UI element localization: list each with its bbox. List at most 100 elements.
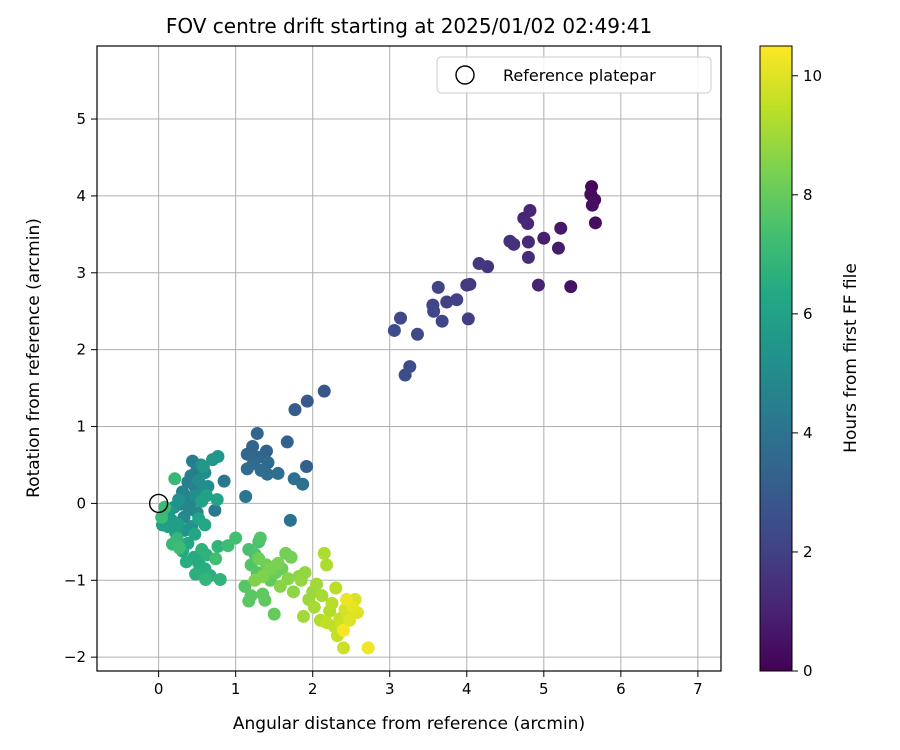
scatter-point: [195, 494, 209, 508]
scatter-point: [172, 541, 186, 555]
scatter-point: [294, 573, 308, 587]
legend-marker: [455, 65, 475, 85]
scatter-point: [242, 594, 256, 608]
chart-title: FOV centre drift starting at 2025/01/02 …: [166, 14, 652, 38]
colorbar-ticks: 0 2 4 6 8 10: [792, 67, 822, 680]
scatter-point: [307, 600, 321, 614]
scatter-point: [296, 477, 310, 491]
scatter-point: [337, 641, 351, 655]
scatter-point: [554, 221, 568, 235]
reference-point-marker: [148, 493, 169, 514]
y-tick-label: 4: [76, 187, 86, 205]
x-tick-label: 0: [154, 680, 164, 698]
scatter-point: [188, 527, 202, 541]
scatter-point: [450, 293, 464, 307]
scatter-point: [315, 589, 329, 603]
x-tick-label: 6: [616, 680, 626, 698]
scatter-point: [252, 552, 266, 566]
colorbar-tick-label: 10: [803, 67, 822, 85]
scatter-point: [206, 453, 220, 467]
scatter-point: [192, 473, 206, 487]
scatter-point: [460, 278, 474, 292]
scatter-point: [260, 467, 274, 481]
scatter-point: [317, 384, 331, 398]
scatter-point: [267, 607, 281, 621]
y-tick-label: −1: [64, 571, 86, 589]
reference-point: [148, 493, 169, 514]
scatter-point: [240, 447, 254, 461]
y-tick-label: 2: [76, 341, 86, 359]
scatter-point: [210, 493, 224, 507]
scatter-point: [521, 235, 535, 249]
scatter-point: [410, 327, 424, 341]
scatter-point: [310, 577, 324, 591]
colorbar-tick-label: 4: [803, 424, 813, 442]
scatter-point: [551, 241, 565, 255]
scatter-point: [283, 513, 297, 527]
scatter-point: [198, 518, 212, 532]
y-tick-label: −2: [64, 648, 86, 666]
scatter-point: [329, 581, 343, 595]
scatter-point: [427, 304, 441, 318]
plot-frame: [96, 45, 722, 672]
scatter-point: [320, 558, 334, 572]
scatter-point: [199, 573, 213, 587]
scatter-point: [340, 593, 354, 607]
scatter-point: [239, 489, 253, 503]
scatter-point: [461, 312, 475, 326]
scatter-point: [209, 552, 223, 566]
scatter-point: [211, 539, 225, 553]
scatter-point: [284, 550, 298, 564]
x-tick-label: 1: [231, 680, 241, 698]
scatter-point: [537, 231, 551, 245]
scatter-point: [531, 278, 545, 292]
scatter-point: [288, 403, 302, 417]
scatter-point: [208, 503, 222, 517]
scatter-point: [296, 609, 310, 623]
scatter-point: [472, 257, 486, 271]
scatter-point: [398, 368, 412, 382]
scatter-point: [317, 546, 331, 560]
scatter-point: [196, 460, 210, 474]
scatter-point: [240, 462, 254, 476]
scatter-point: [281, 572, 295, 586]
scatter-point: [300, 460, 314, 474]
scatter-point: [521, 250, 535, 264]
scatter-point: [387, 323, 401, 337]
y-axis-label: Rotation from reference (arcmin): [24, 218, 44, 498]
scatter-point: [155, 510, 169, 524]
scatter-point: [440, 295, 454, 309]
scatter-point: [248, 573, 262, 587]
scatter-point: [325, 596, 339, 610]
scatter-point: [435, 314, 449, 328]
colorbar-tick-label: 6: [803, 305, 813, 323]
x-tick-label: 2: [308, 680, 318, 698]
x-axis-ticks: 0 1 2 3 4 5 6 7: [154, 671, 703, 698]
y-axis-ticks: −2 −1 0 1 2 3 4 5: [64, 110, 97, 666]
scatter-point: [361, 641, 375, 655]
x-tick-label: 4: [462, 680, 472, 698]
y-tick-label: 5: [76, 110, 86, 128]
scatter-points: [155, 180, 602, 655]
scatter-point: [585, 198, 599, 212]
scatter-point: [286, 585, 300, 599]
scatter-point: [189, 567, 203, 581]
colorbar-tick-label: 0: [803, 662, 813, 680]
scatter-point: [271, 466, 285, 480]
colorbar-tick-label: 2: [803, 543, 813, 561]
scatter-point: [213, 573, 227, 587]
scatter-point: [337, 623, 351, 637]
scatter-point: [588, 216, 602, 230]
scatter-point: [503, 234, 517, 248]
scatter-point: [431, 280, 445, 294]
colorbar-tick-label: 8: [803, 186, 813, 204]
scatter-point: [300, 394, 314, 408]
scatter-point: [238, 579, 252, 593]
y-tick-label: 1: [76, 418, 86, 436]
legend: Reference platepar: [436, 56, 712, 94]
scatter-point: [394, 311, 408, 325]
scatter-point: [280, 435, 294, 449]
scatter-point: [168, 472, 182, 486]
scatter-point: [258, 593, 272, 607]
